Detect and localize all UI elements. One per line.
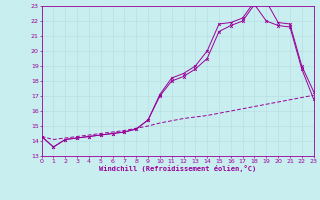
X-axis label: Windchill (Refroidissement éolien,°C): Windchill (Refroidissement éolien,°C) [99, 165, 256, 172]
